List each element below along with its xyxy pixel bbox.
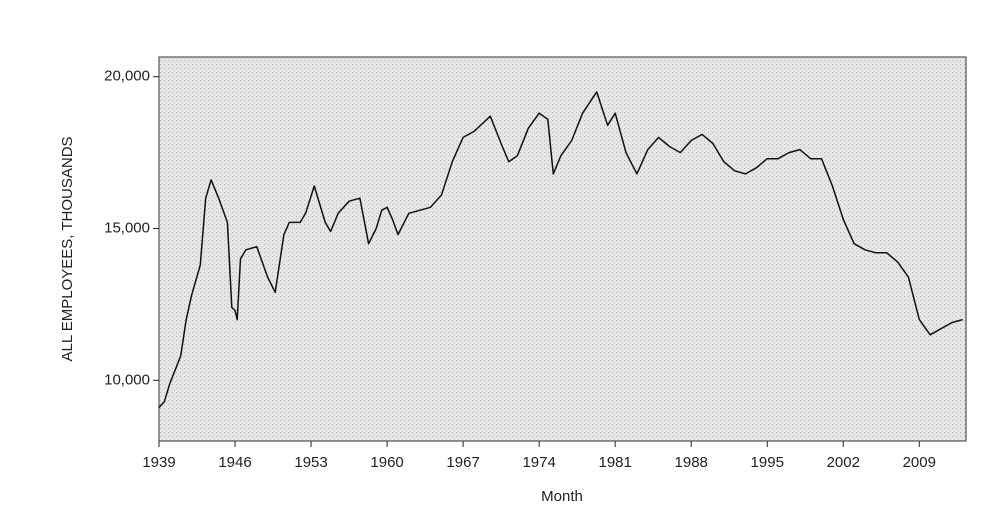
x-tick-label: 1967 — [446, 454, 479, 471]
y-tick-label: 10,000 — [104, 371, 150, 388]
x-tick-label: 1946 — [218, 454, 251, 471]
x-tick-label: 1981 — [598, 454, 631, 471]
x-axis-label: Month — [541, 488, 583, 505]
x-tick-label: 2009 — [903, 454, 936, 471]
x-tick-label: 1988 — [675, 454, 708, 471]
plot-area — [158, 56, 967, 442]
x-tick-label: 1960 — [370, 454, 403, 471]
x-tick-label: 1974 — [522, 454, 555, 471]
x-tick-label: 1995 — [751, 454, 784, 471]
x-tick-label: 1939 — [142, 454, 175, 471]
y-axis-label: ALL EMPLOYEES, THOUSANDS — [59, 136, 76, 361]
y-tick-label: 15,000 — [104, 219, 150, 236]
x-tick-label: 1953 — [294, 454, 327, 471]
y-tick-label: 20,000 — [104, 68, 150, 85]
line — [158, 91, 963, 409]
x-tick-label: 2002 — [827, 454, 860, 471]
